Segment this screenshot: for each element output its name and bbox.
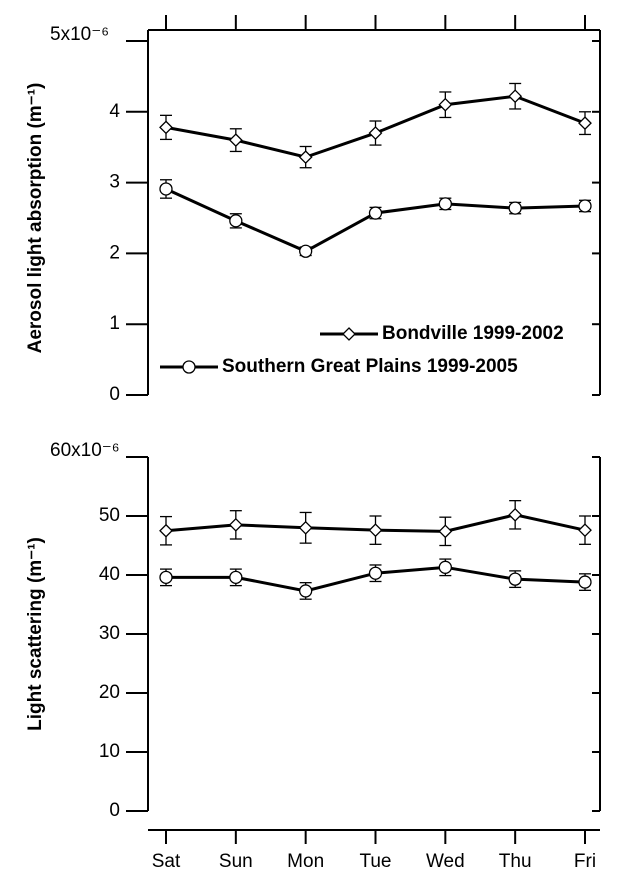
x-tick-label: Sat [152, 851, 181, 872]
y-tick-label: 60x10⁻⁶ [50, 440, 120, 461]
y-tick-label: 40 [99, 564, 120, 585]
marker [299, 244, 313, 258]
marker [228, 517, 243, 532]
marker [182, 360, 196, 374]
legend-text: Southern Great Plains 1999-2005 [222, 356, 518, 377]
x-tick-label: Sun [219, 851, 253, 872]
y-tick-label: 0 [109, 800, 120, 821]
marker [438, 97, 453, 112]
x-tick-label: Tue [359, 851, 391, 872]
marker [298, 150, 313, 165]
marker [159, 570, 173, 585]
marker [368, 566, 383, 580]
y-tick-label: 10 [99, 741, 120, 762]
y-tick-label: 0 [109, 384, 120, 405]
marker [159, 120, 173, 135]
y-axis-title: Aerosol light absorption (m⁻¹) [25, 83, 46, 354]
marker [368, 523, 383, 538]
marker [228, 133, 243, 148]
marker [508, 507, 523, 522]
y-tick-label: 3 [109, 172, 120, 193]
y-tick-label: 5x10⁻⁶ [50, 24, 109, 45]
marker [159, 523, 173, 538]
legend-text: Bondville 1999-2002 [382, 323, 564, 344]
marker [508, 572, 522, 586]
series-line [165, 187, 586, 253]
marker [508, 89, 523, 104]
marker [508, 201, 522, 215]
marker [368, 206, 383, 220]
marker [159, 182, 173, 196]
marker [438, 524, 453, 539]
x-tick-label: Mon [287, 851, 324, 872]
y-tick-label: 30 [99, 623, 120, 644]
y-axis-title: Light scattering (m⁻¹) [25, 537, 46, 731]
x-tick-label: Fri [574, 851, 596, 872]
marker [578, 199, 592, 213]
x-tick-label: Wed [426, 851, 465, 872]
y-tick-label: 1 [109, 313, 120, 334]
marker [229, 570, 243, 585]
marker [368, 126, 383, 140]
marker [229, 214, 243, 228]
marker [342, 327, 356, 341]
y-tick-label: 4 [109, 101, 120, 122]
marker [438, 560, 452, 574]
marker [298, 520, 313, 535]
marker [578, 116, 592, 131]
marker [438, 197, 452, 211]
marker [299, 584, 313, 598]
y-tick-label: 50 [99, 505, 120, 526]
y-tick-label: 20 [99, 682, 120, 703]
marker [578, 523, 592, 538]
marker [578, 575, 592, 589]
x-tick-label: Thu [499, 851, 532, 872]
y-tick-label: 2 [109, 242, 120, 263]
